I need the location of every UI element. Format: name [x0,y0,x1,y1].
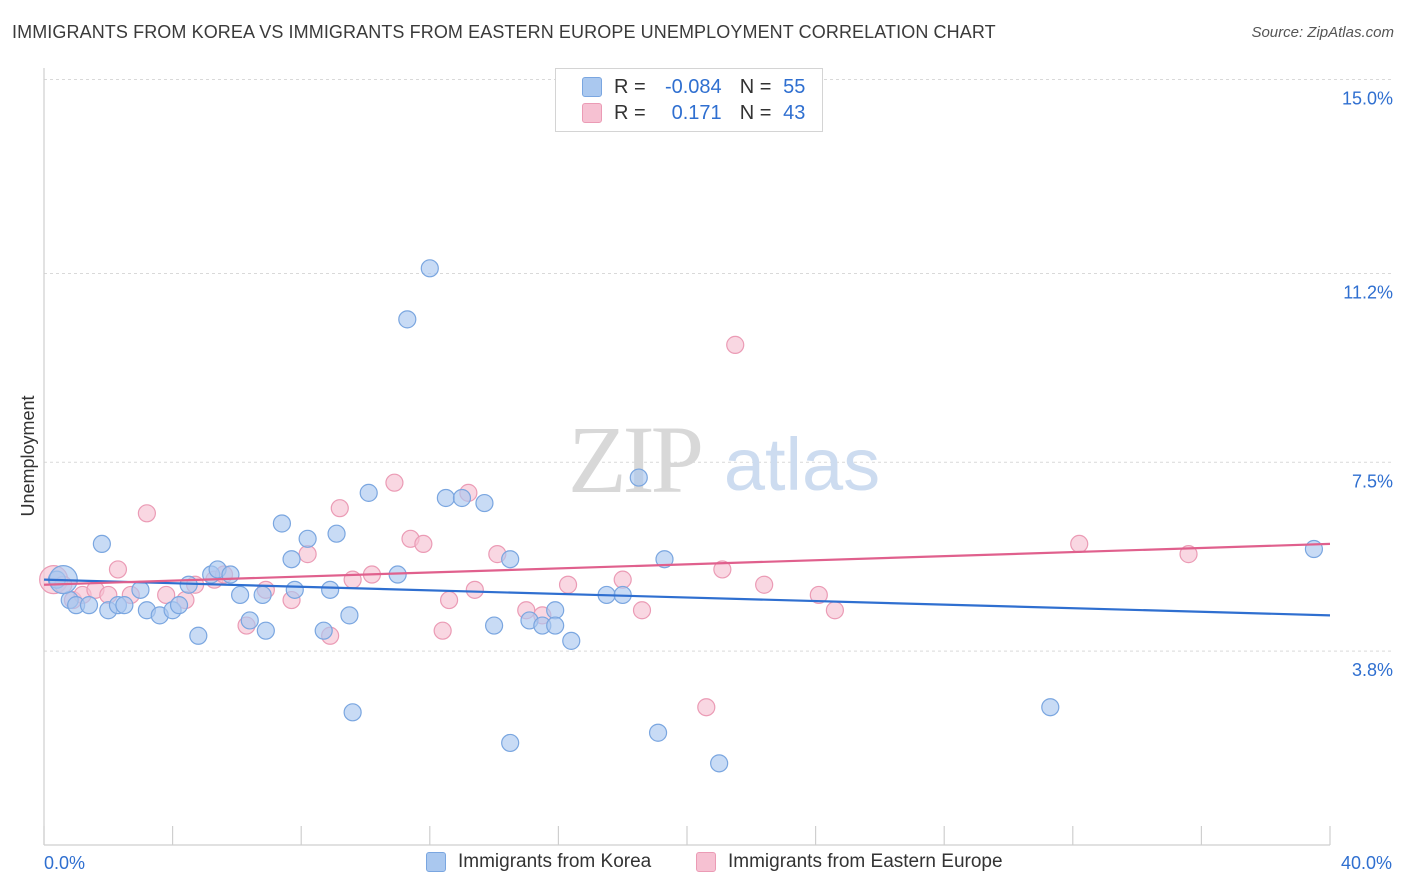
legend-swatch-eastern-europe [582,103,602,123]
eastern-europe-point [1179,545,1198,564]
axes [43,68,1331,846]
y-tick-label: 3.8% [1352,660,1393,680]
legend-r-value-korea: -0.084 [664,75,722,98]
bottom-legend-eastern-europe: Immigrants from Eastern Europe [696,851,1003,873]
korea-point [314,621,333,640]
eastern-europe-point [1070,534,1089,554]
eastern-europe-point [613,570,632,589]
korea-point [169,596,189,615]
korea-point [282,550,301,569]
bottom-legend-label-eastern-europe: Immigrants from Eastern Europe [728,851,1003,872]
korea-point [92,534,111,554]
y-tick-label: 15.0% [1342,89,1393,109]
watermark: ZIP atlas [568,406,880,513]
korea-point [240,611,259,630]
korea-point [452,488,472,508]
eastern-europe-point [726,335,745,354]
korea-point [272,514,292,533]
bottom-legend-korea: Immigrants from Korea [426,851,651,873]
korea-point [485,616,504,635]
eastern-europe-point [439,590,459,610]
trend-lines [43,542,1331,617]
eastern-europe-point [697,698,716,717]
series-korea-points [47,259,1324,773]
bottom-legend-swatch-eastern-europe [696,852,716,872]
legend-row-korea: R = -0.084 N = 55 [582,75,805,99]
korea-point [327,524,346,543]
korea-point [115,596,134,615]
korea-point [398,310,417,329]
eastern-europe-point [825,601,844,620]
y-axis-label: Unemployment [18,395,38,516]
eastern-europe-point [433,621,452,640]
korea-point [710,754,729,773]
legend-row-eastern-europe: R = 0.171 N = 43 [582,101,805,125]
chart-title: IMMIGRANTS FROM KOREA VS IMMIGRANTS FROM… [12,22,996,42]
correlation-legend: R = -0.084 N = 55 R = 0.171 N = 43 [555,68,823,132]
korea-point [131,580,150,599]
eastern-europe-point [755,575,774,594]
korea-point [231,585,250,605]
korea-point [501,550,520,569]
eastern-europe-point [632,601,652,620]
y-tick-label: 7.5% [1352,471,1393,491]
bottom-legend-swatch-korea [426,852,446,872]
korea-point [285,580,304,599]
korea-point [420,259,439,278]
korea-point [359,483,378,502]
eastern-europe-point [465,580,484,599]
source-note: Source: ZipAtlas.com [1251,24,1394,41]
korea-point [629,468,648,487]
legend-r-value-eastern-europe: 0.171 [671,101,722,124]
eastern-europe-point [108,560,128,579]
korea-point [501,733,520,753]
legend-n-label: N = [739,75,772,98]
korea-point [321,580,340,599]
watermark-atlas: atlas [724,423,880,506]
korea-point [1304,539,1324,559]
korea-point [546,616,565,635]
eastern-europe-point [558,575,578,594]
grid [44,79,1392,652]
legend-swatch-korea [582,77,602,97]
eastern-europe-point [298,545,317,564]
legend-r-label: R = [614,75,646,98]
korea-point [340,606,359,625]
y-tick-label: 11.2% [1343,282,1393,302]
korea-point [253,585,272,605]
korea-point [1041,698,1060,717]
x-tick-label-min: 0.0% [44,853,86,873]
korea-point [298,529,317,548]
bottom-legend-label-korea: Immigrants from Korea [458,851,652,872]
legend-n-value-korea: 55 [783,75,806,98]
eastern-europe-point [385,473,404,492]
korea-point [475,493,494,513]
korea-point [189,626,208,645]
legend-n-label: N = [739,101,772,124]
korea-point [343,703,362,722]
eastern-europe-point [157,585,176,605]
legend-r-label: R = [614,101,646,124]
korea-point [79,596,99,615]
trend-line-korea [43,578,1331,617]
x-tick-label-max: 40.0% [1340,853,1392,873]
eastern-europe-point [414,534,433,554]
y-tick-labels: 3.8% 7.5% 11.2% 15.0% [1342,89,1393,681]
korea-point [562,631,581,650]
korea-point [256,621,275,640]
korea-point [648,723,668,742]
eastern-europe-point [809,585,828,605]
korea-point [655,550,674,569]
eastern-europe-point [330,499,349,518]
trend-line-eastern-europe [43,542,1331,586]
korea-point [221,565,240,584]
korea-point [546,601,565,620]
eastern-europe-point [713,560,732,579]
korea-point [436,488,455,508]
series-eastern-europe-points [39,335,1198,717]
watermark-zip: ZIP [568,406,701,513]
eastern-europe-point [137,504,156,523]
legend-n-value-eastern-europe: 43 [783,101,806,124]
